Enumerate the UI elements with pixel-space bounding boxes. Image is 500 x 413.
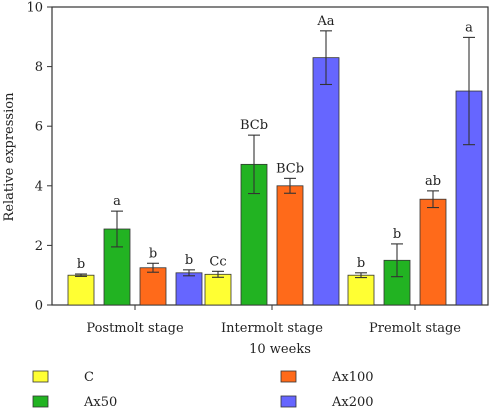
significance-label: BCb: [240, 118, 268, 133]
significance-label: Cc: [209, 254, 226, 269]
y-tick-label: 4: [35, 179, 43, 194]
y-axis-label: Relative expression: [2, 92, 17, 222]
significance-label: a: [465, 20, 473, 35]
plot-frame: [51, 6, 489, 306]
legend-swatch: [32, 370, 49, 383]
significance-label: b: [185, 253, 193, 268]
significance-label: BCb: [276, 161, 304, 176]
bar: [67, 274, 95, 306]
legend-label: Ax200: [331, 395, 374, 410]
legend-swatch: [280, 370, 297, 383]
bar: [383, 259, 411, 306]
bar: [347, 274, 375, 306]
legend-label: C: [84, 370, 94, 385]
significance-label: Aa: [316, 14, 334, 29]
x-axis-tick-labels: Postmolt stage Intermolt stage Premolt sta…: [86, 305, 461, 336]
significance-label: b: [149, 246, 157, 261]
significance-label: a: [113, 194, 121, 209]
bar: [276, 185, 304, 306]
y-tick-label: 0: [35, 299, 43, 314]
bar: [175, 272, 203, 306]
significance-label: b: [357, 256, 365, 271]
x-tick-label: Premolt stage: [369, 321, 461, 336]
bar: [139, 267, 167, 306]
bar: [419, 198, 447, 306]
error-bars: [75, 30, 475, 279]
x-tick-label: Postmolt stage: [86, 321, 184, 336]
legend: C Ax50 Ax100 Ax200: [32, 370, 374, 410]
y-tick-label: 10: [26, 1, 43, 16]
x-axis-label: 10 weeks: [249, 342, 311, 357]
bars: [67, 57, 483, 306]
legend-label: Ax50: [83, 395, 117, 410]
significance-label: b: [393, 227, 401, 242]
significance-label: ab: [425, 174, 441, 189]
legend-swatch: [32, 395, 49, 408]
y-tick-label: 8: [35, 60, 43, 75]
y-axis-ticks: 0 2 4 6 8 10: [26, 1, 52, 314]
significance-label: b: [77, 257, 85, 272]
y-tick-label: 2: [35, 239, 43, 254]
legend-label: Ax100: [331, 370, 374, 385]
bar: [204, 273, 232, 306]
bar: [312, 57, 340, 306]
y-tick-label: 6: [35, 120, 43, 135]
legend-swatch: [280, 395, 297, 408]
x-tick-label: Intermolt stage: [221, 321, 323, 336]
